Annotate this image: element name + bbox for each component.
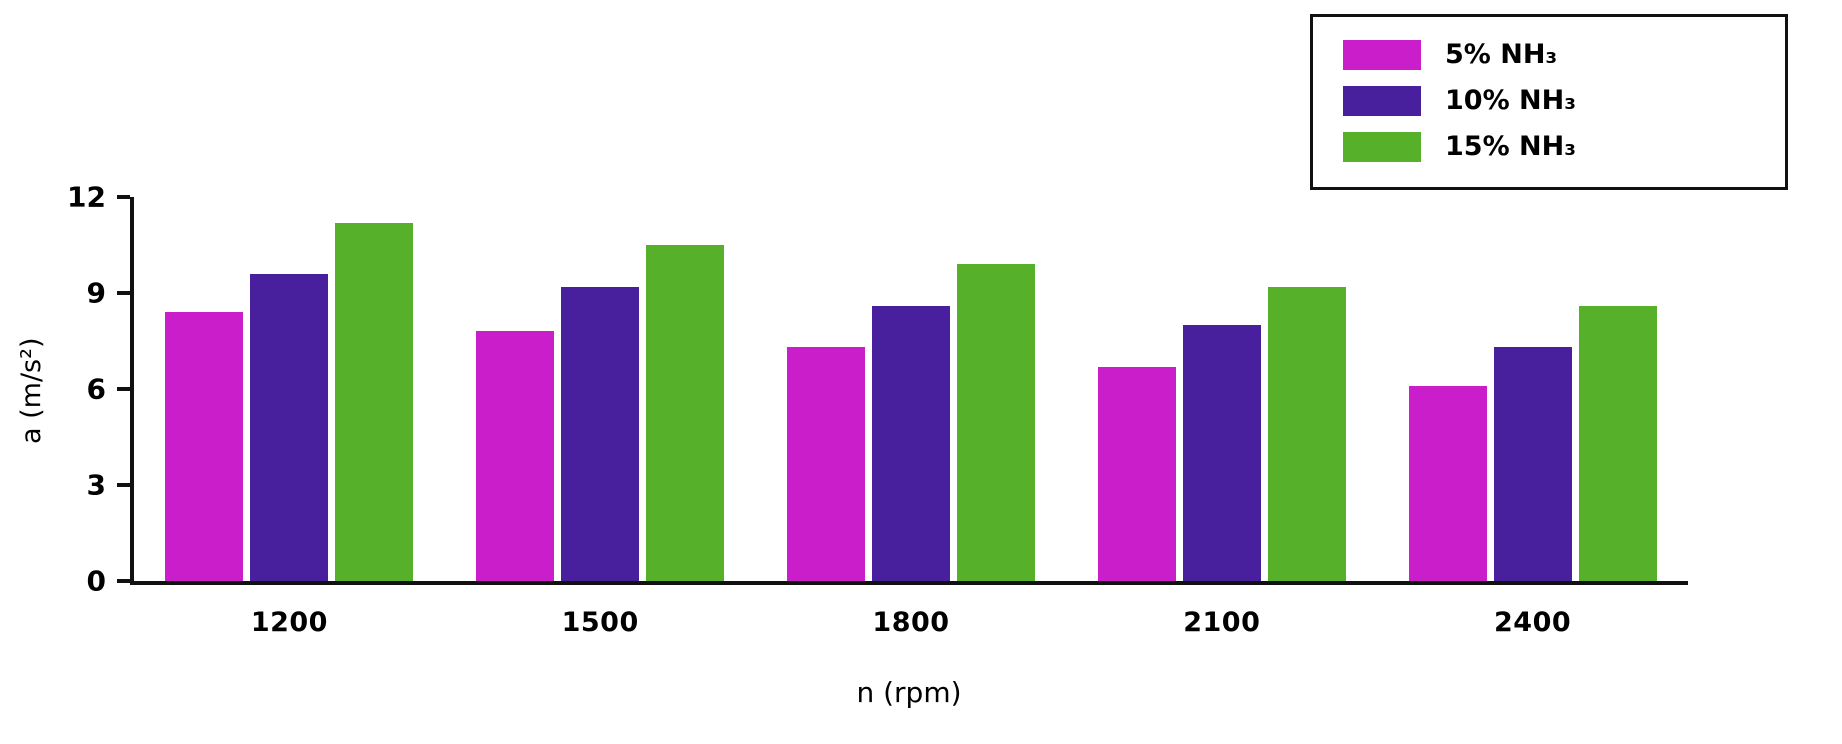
bar <box>786 347 865 581</box>
bar <box>956 264 1035 581</box>
y-axis-tick-mark <box>117 579 130 583</box>
legend-item: 10% NH₃ <box>1343 85 1785 116</box>
legend-label: 10% NH₃ <box>1445 85 1577 116</box>
y-axis-tick-label: 9 <box>86 276 106 310</box>
legend-swatch <box>1343 131 1421 162</box>
bar <box>871 305 950 581</box>
y-axis-tick-label: 3 <box>86 468 106 502</box>
x-axis-title: n (rpm) <box>856 676 962 709</box>
x-axis-tick-label: 2100 <box>1183 607 1261 638</box>
bar <box>250 273 329 581</box>
x-axis-tick-label: 2400 <box>1494 607 1572 638</box>
chart-legend: 5% NH₃ 10% NH₃ 15% NH₃ <box>1310 14 1788 190</box>
bar <box>1578 305 1657 581</box>
legend-swatch <box>1343 85 1421 116</box>
bar <box>1267 286 1346 581</box>
plot-area: 0 3 6 9 12 1200 1500 1800 2100 2400 <box>67 181 1688 638</box>
bar-group: 1800 <box>786 264 1035 638</box>
bar <box>1408 385 1487 581</box>
bar-group: 1500 <box>476 245 725 638</box>
x-axis-tick-label: 1200 <box>250 607 328 638</box>
x-axis-tick-label: 1500 <box>561 607 639 638</box>
legend-swatch <box>1343 39 1421 70</box>
bar <box>1493 347 1572 581</box>
y-axis-tick-label: 12 <box>67 180 106 214</box>
legend-label: 5% NH₃ <box>1445 39 1558 70</box>
legend-label: 15% NH₃ <box>1445 131 1577 162</box>
bar-group: 2100 <box>1097 286 1346 638</box>
y-axis-tick-mark <box>117 195 130 199</box>
y-axis-tick-mark <box>117 483 130 487</box>
bar <box>1097 366 1176 581</box>
bar <box>1182 325 1261 581</box>
bar-group: 2400 <box>1408 305 1657 638</box>
y-axis-tick-mark <box>117 387 130 391</box>
legend-item: 5% NH₃ <box>1343 39 1785 70</box>
bar <box>561 286 640 581</box>
y-axis-tick-label: 6 <box>86 372 106 406</box>
bar <box>335 222 414 581</box>
y-axis-title: a (m/s²) <box>16 337 47 445</box>
x-axis-tick-label: 1800 <box>872 607 950 638</box>
y-axis-tick-mark <box>117 291 130 295</box>
y-axis-tick-label: 0 <box>86 564 106 598</box>
bar-group: 1200 <box>165 222 414 638</box>
bar <box>165 312 244 581</box>
bar <box>646 245 725 581</box>
legend-item: 15% NH₃ <box>1343 131 1785 162</box>
bar <box>476 331 555 581</box>
